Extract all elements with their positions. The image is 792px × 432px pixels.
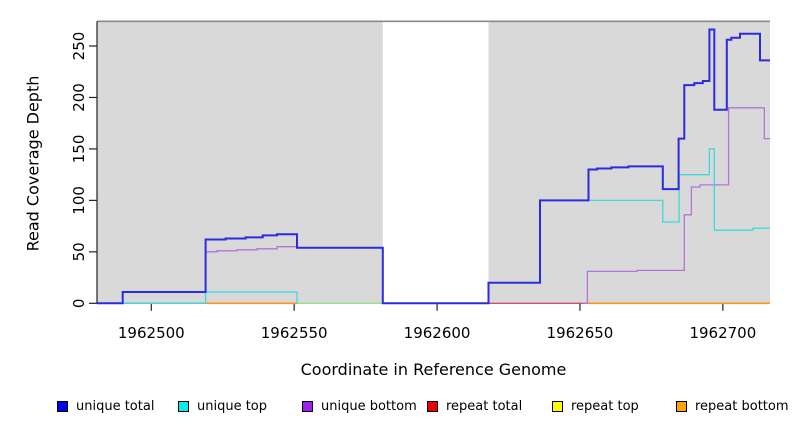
legend-label: unique top [197,398,268,414]
y-tick-label: 200 [70,83,88,112]
legend-label: repeat top [571,398,639,414]
repeat-top-swatch-icon [552,400,563,412]
x-tick-label: 1962650 [547,324,614,342]
legend-item-unique-top: unique top [178,397,267,415]
y-tick-label: 50 [70,242,88,261]
y-tick-label: 0 [70,299,88,309]
legend-label: unique bottom [321,398,417,414]
series-unique-bottom [582,107,770,304]
unique-bottom-swatch-icon [302,400,313,412]
y-axis-title: Read Coverage Depth [23,75,43,252]
legend: unique total unique top unique bottom re… [0,397,792,417]
legend-item-repeat-total: repeat total [427,397,522,415]
legend-item-repeat-bottom: repeat bottom [676,397,789,415]
series-unique-total [97,28,770,305]
repeat-bottom-swatch-icon [676,400,687,412]
x-tick-label: 1962550 [261,324,328,342]
legend-label: unique total [76,398,155,414]
y-tick-label: 150 [70,135,88,164]
x-tick-label: 1962600 [404,324,471,342]
x-tick-label: 1962700 [689,324,756,342]
y-tick-label: 250 [70,32,88,61]
repeat-total-swatch-icon [427,400,438,412]
legend-item-unique-bottom: unique bottom [302,397,417,415]
coverage-gap-band [382,21,489,304]
unique-top-swatch-icon [178,400,189,412]
unique-total-swatch-icon [57,400,68,412]
legend-label: repeat total [446,398,523,414]
x-tick-label: 1962500 [118,324,185,342]
x-axis-title: Coordinate in Reference Genome [300,360,567,379]
legend-label: repeat bottom [695,398,789,414]
legend-item-unique-total: unique total [57,397,154,415]
series-unique-top [97,148,770,304]
legend-item-repeat-top: repeat top [552,397,639,415]
y-tick-label: 100 [70,186,88,215]
